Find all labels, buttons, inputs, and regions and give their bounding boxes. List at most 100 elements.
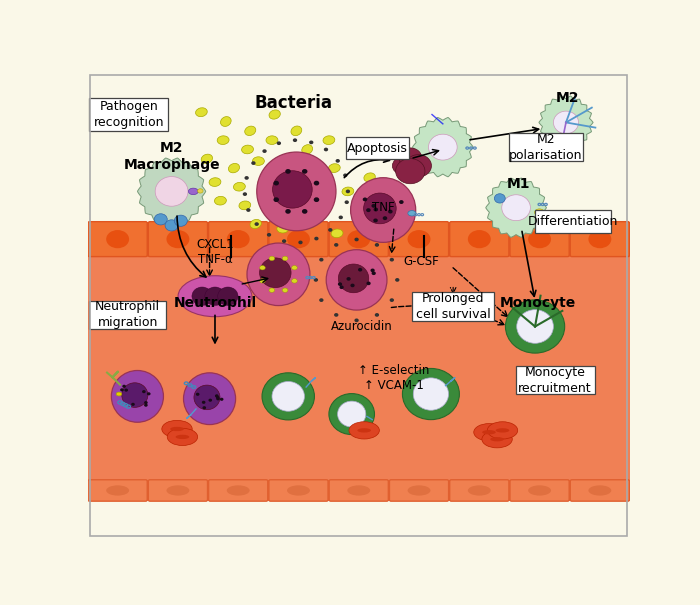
Circle shape xyxy=(255,222,259,226)
Ellipse shape xyxy=(474,424,504,441)
Ellipse shape xyxy=(209,178,221,186)
Ellipse shape xyxy=(468,485,491,495)
Ellipse shape xyxy=(328,164,340,172)
FancyBboxPatch shape xyxy=(329,480,389,501)
Ellipse shape xyxy=(239,201,251,210)
Circle shape xyxy=(302,169,307,174)
Ellipse shape xyxy=(528,485,551,495)
Ellipse shape xyxy=(201,154,213,163)
Circle shape xyxy=(215,394,218,397)
FancyBboxPatch shape xyxy=(88,480,147,501)
Ellipse shape xyxy=(318,196,329,206)
Ellipse shape xyxy=(217,136,229,145)
FancyBboxPatch shape xyxy=(570,480,629,501)
FancyBboxPatch shape xyxy=(346,137,410,159)
Circle shape xyxy=(286,209,290,214)
Circle shape xyxy=(154,214,167,225)
FancyBboxPatch shape xyxy=(510,221,569,257)
Circle shape xyxy=(335,159,340,163)
Circle shape xyxy=(122,385,126,388)
Ellipse shape xyxy=(167,485,190,495)
Ellipse shape xyxy=(272,171,312,208)
Ellipse shape xyxy=(338,264,369,293)
Ellipse shape xyxy=(192,287,212,306)
Circle shape xyxy=(395,159,425,184)
Ellipse shape xyxy=(245,126,255,136)
Ellipse shape xyxy=(227,230,250,248)
FancyBboxPatch shape xyxy=(88,221,147,257)
Circle shape xyxy=(144,404,148,407)
Bar xyxy=(88,221,630,257)
Ellipse shape xyxy=(323,136,335,145)
Circle shape xyxy=(174,215,188,226)
Circle shape xyxy=(363,197,368,201)
FancyBboxPatch shape xyxy=(389,480,449,501)
Ellipse shape xyxy=(364,173,375,182)
Polygon shape xyxy=(486,178,547,237)
Ellipse shape xyxy=(266,136,278,145)
Circle shape xyxy=(383,216,387,220)
Circle shape xyxy=(216,397,220,401)
Text: Azurocidin: Azurocidin xyxy=(330,320,392,333)
Circle shape xyxy=(395,278,400,282)
Circle shape xyxy=(366,281,371,285)
Ellipse shape xyxy=(253,157,265,165)
Ellipse shape xyxy=(247,243,310,306)
Ellipse shape xyxy=(111,370,163,422)
Text: M1: M1 xyxy=(507,177,531,191)
Ellipse shape xyxy=(272,382,304,411)
FancyBboxPatch shape xyxy=(89,98,168,131)
FancyBboxPatch shape xyxy=(515,366,595,394)
Ellipse shape xyxy=(241,145,253,154)
Ellipse shape xyxy=(214,197,226,205)
Circle shape xyxy=(366,208,371,212)
Circle shape xyxy=(147,392,150,396)
Ellipse shape xyxy=(122,383,148,407)
Circle shape xyxy=(293,139,297,142)
FancyBboxPatch shape xyxy=(209,480,268,501)
Ellipse shape xyxy=(490,437,504,442)
Ellipse shape xyxy=(257,152,336,231)
Circle shape xyxy=(338,283,342,286)
Circle shape xyxy=(354,238,358,241)
Ellipse shape xyxy=(228,163,239,173)
FancyBboxPatch shape xyxy=(510,480,569,501)
Circle shape xyxy=(374,313,379,317)
FancyBboxPatch shape xyxy=(148,221,207,257)
FancyBboxPatch shape xyxy=(509,133,583,162)
Ellipse shape xyxy=(194,385,220,410)
Text: M2
polarisation: M2 polarisation xyxy=(509,132,582,162)
Circle shape xyxy=(494,194,505,203)
Circle shape xyxy=(202,406,206,410)
Text: G-CSF: G-CSF xyxy=(403,255,439,268)
Ellipse shape xyxy=(287,230,310,248)
Circle shape xyxy=(324,148,328,151)
Ellipse shape xyxy=(363,193,396,224)
Ellipse shape xyxy=(178,276,252,316)
Circle shape xyxy=(243,192,247,196)
Ellipse shape xyxy=(269,257,274,261)
Circle shape xyxy=(399,148,421,168)
Circle shape xyxy=(334,313,338,317)
Ellipse shape xyxy=(292,279,298,283)
FancyBboxPatch shape xyxy=(148,480,207,501)
Circle shape xyxy=(354,318,358,322)
FancyBboxPatch shape xyxy=(535,211,611,233)
Ellipse shape xyxy=(337,401,366,427)
Bar xyxy=(88,257,630,480)
Ellipse shape xyxy=(291,126,302,136)
Circle shape xyxy=(251,161,256,165)
Circle shape xyxy=(319,298,323,302)
Circle shape xyxy=(144,401,148,404)
Circle shape xyxy=(334,243,338,247)
Text: Neutrophil
migration: Neutrophil migration xyxy=(95,300,160,329)
Circle shape xyxy=(328,228,332,232)
Circle shape xyxy=(220,397,223,401)
Ellipse shape xyxy=(283,187,294,196)
Text: Neutrophil: Neutrophil xyxy=(174,296,256,310)
Ellipse shape xyxy=(487,422,518,439)
Ellipse shape xyxy=(353,149,365,159)
Circle shape xyxy=(358,268,363,272)
Text: Pathogen
recognition: Pathogen recognition xyxy=(94,100,164,129)
Text: ↑ E-selectin
↑ VCAM-1: ↑ E-selectin ↑ VCAM-1 xyxy=(358,364,430,391)
